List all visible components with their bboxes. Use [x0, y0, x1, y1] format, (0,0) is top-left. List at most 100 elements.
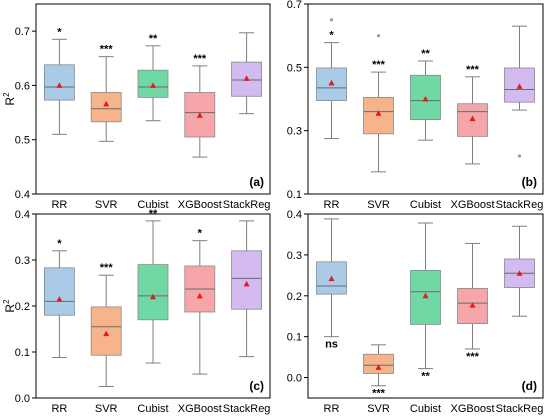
box-cubist: ** [410, 222, 441, 383]
mean-marker [469, 302, 476, 308]
y-axis-label: R2 [2, 299, 17, 313]
x-tick-label: Cubist [410, 199, 441, 211]
mean-marker [516, 83, 523, 89]
significance-label: * [329, 30, 334, 42]
y-tick-label: 0.3 [15, 255, 30, 267]
x-tick-label: SVR [95, 199, 118, 211]
significance-label: * [198, 228, 203, 240]
panel-label: (d) [522, 379, 537, 393]
panel-2: 0.1 0.3 0.5 0.7 * RR *** SVR ** Cubist *** XGBoost S… [287, 0, 544, 211]
box-svr: *** [363, 344, 394, 400]
x-tick-label: XGBoost [178, 199, 222, 211]
significance-label: ** [421, 48, 430, 60]
mean-marker [422, 96, 429, 102]
box-rr: * [316, 18, 347, 140]
panel-3: 0.0 0.1 0.2 0.3 0.4 R2 * RR *** SVR ** Cubist * XGBoo… [2, 208, 271, 415]
box-iqr [363, 353, 394, 374]
plot-frame [307, 3, 544, 195]
y-tick-label: 0.1 [15, 347, 30, 359]
significance-label: * [57, 26, 62, 38]
significance-label: *** [466, 351, 480, 363]
outlier-point [376, 34, 381, 38]
box-iqr [231, 250, 263, 310]
mean-marker [375, 364, 382, 370]
box-rr: ns [316, 218, 347, 351]
box-iqr [44, 267, 75, 316]
y-tick-label: 0.4 [287, 209, 302, 221]
significance-label: ns [325, 339, 338, 351]
x-tick-label: StackReg [223, 199, 271, 211]
box-iqr [137, 264, 169, 321]
mean-marker [150, 82, 156, 88]
x-tick-label: SVR [367, 199, 390, 211]
box-svr: *** [90, 44, 122, 142]
mean-marker [56, 82, 63, 88]
y-tick-label: 0.2 [15, 301, 30, 313]
significance-label: *** [100, 44, 114, 56]
mean-marker [196, 292, 203, 299]
mean-marker [103, 330, 110, 337]
x-tick-label: XGBoost [450, 403, 494, 415]
mean-marker [328, 275, 335, 282]
significance-label: *** [193, 53, 207, 65]
y-tick-label: 0.3 [287, 250, 302, 262]
box-cubist: ** [410, 48, 441, 141]
x-tick-label: StackReg [496, 199, 544, 211]
x-tick-label: SVR [95, 403, 118, 415]
y-tick-label: 0.7 [15, 26, 30, 38]
x-tick-label: Cubist [137, 199, 168, 211]
y-tick-label: 0.0 [287, 373, 302, 385]
box-cubist: ** [137, 208, 169, 364]
mean-marker [103, 100, 110, 107]
mean-marker [243, 75, 250, 81]
outlier-point [329, 18, 334, 22]
box-svr: *** [90, 262, 122, 387]
y-tick-label: 0.4 [15, 209, 30, 221]
box-xgboost: *** [457, 242, 488, 363]
x-tick-label: Cubist [137, 403, 168, 415]
box-cubist: ** [137, 33, 169, 122]
x-tick-label: StackReg [496, 403, 544, 415]
x-tick-label: StackReg [223, 403, 271, 415]
y-tick-label: 0.5 [15, 135, 30, 147]
box-xgboost: *** [184, 53, 216, 158]
x-tick-label: RR [324, 403, 340, 415]
box-xgboost: * [184, 228, 216, 375]
box-rr: * [44, 26, 75, 135]
panel-label: (a) [249, 175, 264, 189]
mean-marker [243, 280, 250, 287]
mean-marker [150, 293, 156, 300]
significance-label: *** [100, 262, 114, 274]
y-tick-label: 0.2 [287, 291, 302, 303]
y-tick-label: 0.0 [15, 393, 30, 405]
plot-frame [35, 3, 271, 195]
significance-label: ** [149, 33, 158, 45]
significance-label: ** [421, 371, 430, 383]
panel-4: 0.0 0.1 0.2 0.3 0.4 ns RR *** SVR ** Cubist *** XGBo… [287, 209, 544, 415]
x-tick-label: RR [51, 403, 67, 415]
plot-frame [307, 213, 544, 399]
box-stackreg [504, 225, 535, 317]
x-tick-label: XGBoost [450, 199, 494, 211]
box-stackreg [231, 32, 263, 115]
box-iqr [90, 92, 122, 123]
significance-label: *** [466, 64, 480, 76]
outlier-point [517, 154, 522, 158]
mean-marker [422, 292, 429, 299]
mean-marker [469, 115, 476, 122]
panel-1: 0.4 0.5 0.6 0.7 R2 * RR *** SVR ** Cubist *** XGBoos… [2, 3, 271, 211]
significance-label: *** [372, 59, 386, 71]
box-svr: *** [363, 34, 394, 173]
x-tick-label: XGBoost [178, 403, 222, 415]
box-stackreg [231, 220, 263, 358]
x-tick-label: RR [324, 199, 340, 211]
significance-label: ** [149, 208, 158, 220]
box-rr: * [44, 238, 75, 359]
y-tick-label: 0.7 [287, 0, 302, 11]
panel-label: (c) [249, 379, 264, 393]
x-tick-label: Cubist [410, 403, 441, 415]
x-tick-label: SVR [367, 403, 390, 415]
mean-marker [375, 110, 382, 116]
panel-label: (b) [522, 175, 537, 189]
significance-label: * [57, 238, 62, 250]
